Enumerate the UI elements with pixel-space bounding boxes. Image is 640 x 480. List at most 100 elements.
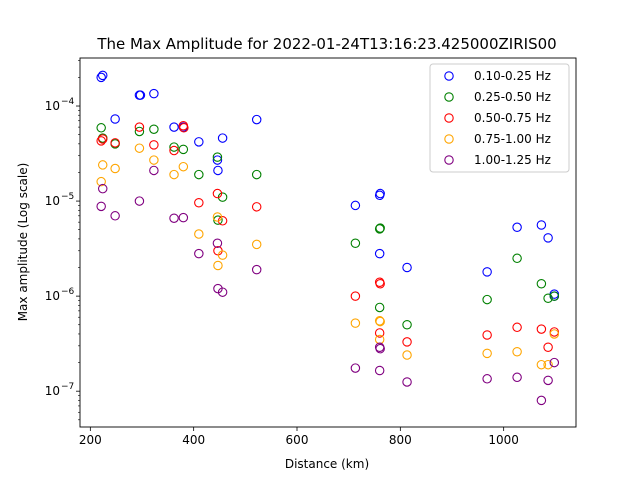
data-point xyxy=(149,165,159,176)
data-point xyxy=(482,294,492,305)
data-point xyxy=(110,211,120,221)
data-point xyxy=(350,200,361,211)
y-tick-label: 10 xyxy=(45,194,60,208)
data-point xyxy=(169,213,179,223)
series-5 xyxy=(96,165,560,406)
plot-area xyxy=(96,70,560,406)
data-point xyxy=(482,267,492,277)
data-point xyxy=(97,70,108,81)
data-point xyxy=(402,337,412,347)
data-point xyxy=(212,238,223,249)
data-point xyxy=(512,372,522,383)
legend-label: 0.10-0.25 Hz xyxy=(474,69,551,83)
x-tick-label: 800 xyxy=(389,433,412,447)
legend: 0.10-0.25 Hz 0.25-0.50 Hz 0.50-0.75 Hz 0.75… xyxy=(429,63,570,173)
data-point xyxy=(374,365,385,376)
data-point xyxy=(213,165,223,176)
data-point xyxy=(217,287,228,297)
data-point xyxy=(97,160,108,170)
data-point xyxy=(375,316,385,327)
data-point xyxy=(536,220,547,230)
data-point xyxy=(213,215,223,225)
legend-marker xyxy=(444,92,454,102)
data-point xyxy=(482,348,492,359)
legend-marker xyxy=(444,155,454,165)
y-axis-label: Max amplitude (Log scale) xyxy=(16,163,30,322)
data-point xyxy=(402,350,412,360)
data-point xyxy=(512,253,522,264)
data-point xyxy=(374,328,385,338)
legend-marker xyxy=(444,134,454,144)
data-point xyxy=(512,346,522,357)
data-point xyxy=(149,88,159,99)
data-point xyxy=(96,201,106,212)
data-point xyxy=(543,293,553,303)
data-point xyxy=(213,260,223,271)
data-point xyxy=(97,134,108,144)
data-point xyxy=(251,114,262,125)
y-axis: 10−710−610−510−4 xyxy=(45,60,80,421)
data-point xyxy=(374,302,385,313)
y-tick-label: 10 xyxy=(45,384,60,398)
data-point xyxy=(134,122,145,132)
legend-label: 0.75-1.00 Hz xyxy=(474,132,551,146)
data-point xyxy=(110,138,120,148)
chart-title: The Max Amplitude for 2022-01-24T13:16:2… xyxy=(96,35,556,53)
legend-label: 0.50-0.75 Hz xyxy=(474,111,551,125)
data-point xyxy=(375,188,385,199)
data-point xyxy=(512,322,522,333)
data-point xyxy=(212,212,223,222)
x-tick-label: 200 xyxy=(79,433,102,447)
data-point xyxy=(402,319,412,330)
data-point xyxy=(194,248,204,259)
data-point xyxy=(549,329,560,339)
data-point xyxy=(512,222,522,233)
data-point xyxy=(482,330,492,340)
data-point xyxy=(97,183,108,194)
data-point xyxy=(194,169,204,180)
data-point xyxy=(134,143,145,153)
data-point xyxy=(134,126,145,137)
x-axis-label: Distance (km) xyxy=(285,457,369,471)
data-point xyxy=(549,291,560,301)
data-point xyxy=(375,278,385,289)
data-point xyxy=(374,248,385,259)
data-point xyxy=(96,72,106,83)
axes-frame xyxy=(79,57,577,428)
x-axis: 200 400 600 800 1000 xyxy=(79,427,519,447)
data-point xyxy=(149,140,159,150)
data-point xyxy=(169,142,179,152)
data-point xyxy=(536,278,547,289)
y-tick-exponent: −4 xyxy=(61,97,75,107)
data-point xyxy=(549,357,560,368)
series-4 xyxy=(96,143,560,370)
data-point xyxy=(96,176,106,187)
legend-label: 1.00-1.25 Hz xyxy=(474,153,551,167)
data-point xyxy=(96,136,106,146)
data-point xyxy=(217,250,228,260)
data-point xyxy=(194,198,204,208)
data-point xyxy=(135,90,146,100)
x-tick-label: 400 xyxy=(182,433,205,447)
data-point xyxy=(251,239,262,250)
data-point xyxy=(212,152,223,162)
y-tick-exponent: −5 xyxy=(61,192,74,202)
data-point xyxy=(350,238,361,249)
y-tick-label: 10 xyxy=(45,289,60,303)
legend-marker xyxy=(444,113,454,123)
data-point xyxy=(402,377,412,387)
data-point xyxy=(402,262,412,273)
data-point xyxy=(178,212,189,223)
data-point xyxy=(543,342,553,352)
data-point xyxy=(374,334,385,345)
data-point xyxy=(110,114,120,124)
data-point xyxy=(251,264,262,275)
data-point xyxy=(194,229,204,239)
data-point xyxy=(350,318,361,328)
x-tick-label: 1000 xyxy=(488,433,519,447)
data-point xyxy=(251,169,262,180)
y-tick-exponent: −6 xyxy=(61,287,75,297)
data-point xyxy=(375,343,385,354)
